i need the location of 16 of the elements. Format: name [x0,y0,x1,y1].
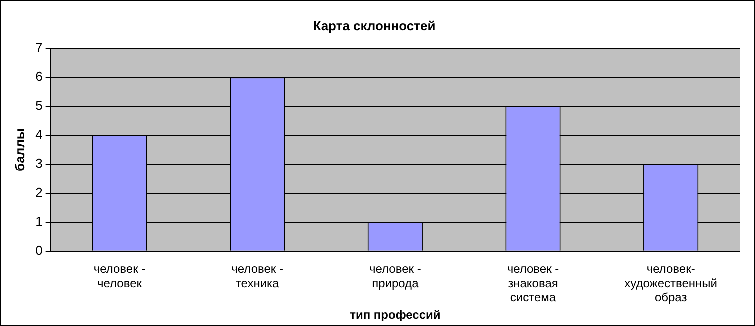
y-tick-label: 6 [36,69,43,84]
x-tick-label: человек-художественный образ [624,262,718,305]
y-tick-label: 2 [36,185,43,200]
x-tick-label: человек - природа [369,262,422,290]
y-tick-label: 1 [36,214,43,230]
x-tick-label: человек - знаковая система [507,262,560,305]
chart-title: Карта склонностей [313,18,436,34]
y-tick-label: 4 [36,127,43,142]
x-tick-label: человек - человек [94,262,146,290]
x-axis-title: тип профессий [350,308,441,322]
y-axis-title: баллы [12,128,28,172]
y-tick-label: 5 [36,98,43,114]
y-tick-label: 0 [36,242,43,258]
y-tick-label: 3 [36,156,43,172]
y-tick-label: 7 [36,40,43,56]
x-tick-label: человек - техника [232,262,284,290]
